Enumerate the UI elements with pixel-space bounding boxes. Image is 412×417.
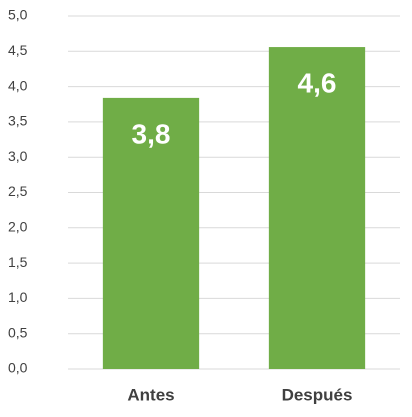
y-tick-label: 0,5	[8, 324, 28, 340]
bar	[268, 47, 366, 370]
y-tick-label: 4,5	[8, 42, 28, 58]
y-tick-label: 3,5	[8, 113, 28, 129]
y-tick-label: 2,5	[8, 183, 28, 199]
y-tick-label: 1,5	[8, 254, 28, 270]
y-tick-label: 3,0	[8, 148, 28, 164]
x-tick-label: Antes	[127, 385, 174, 404]
value-label: 4,6	[298, 67, 337, 98]
y-tick-label: 0,0	[8, 360, 28, 376]
bar	[102, 97, 200, 370]
y-tick-label: 5,0	[8, 7, 28, 23]
value-label: 3,8	[132, 118, 171, 149]
y-tick-label: 2,0	[8, 219, 28, 235]
y-tick-label: 4,0	[8, 77, 28, 93]
y-tick-label: 1,0	[8, 289, 28, 305]
x-tick-label: Después	[282, 385, 353, 404]
